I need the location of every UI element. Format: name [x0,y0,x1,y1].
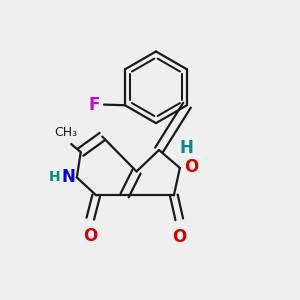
Text: H: H [179,139,193,157]
Text: O: O [83,227,98,245]
Text: F: F [88,96,100,114]
Text: O: O [184,158,198,176]
Text: CH₃: CH₃ [54,126,77,139]
Text: H: H [49,169,60,184]
Text: O: O [172,228,186,246]
Text: N: N [61,169,75,187]
